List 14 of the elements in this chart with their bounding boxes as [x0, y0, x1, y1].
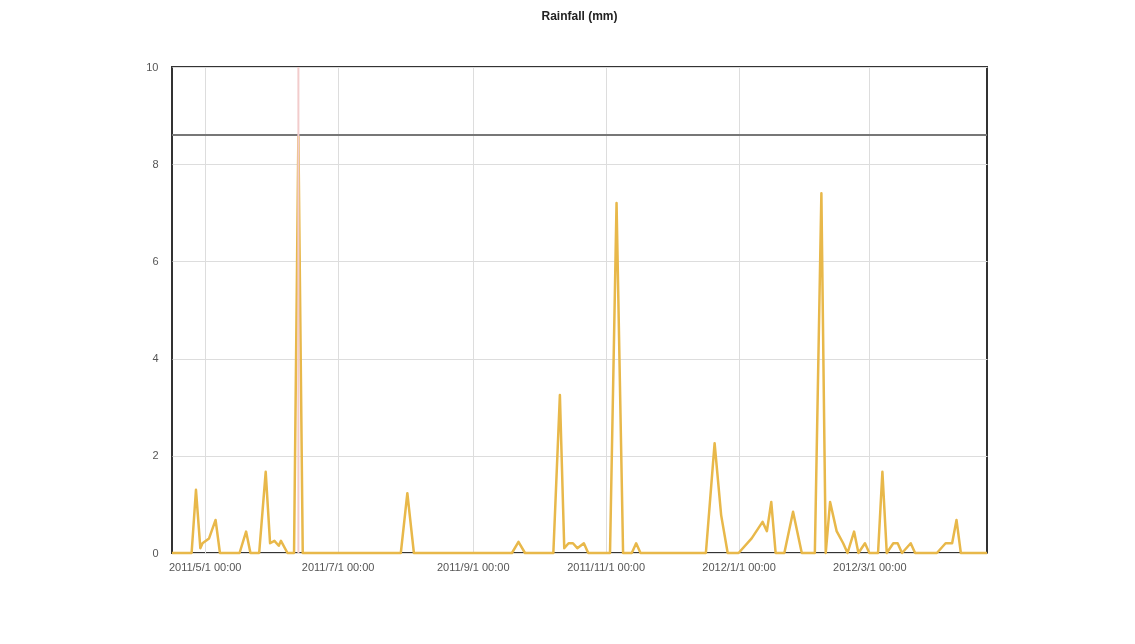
x-tick-label: 2011/5/1 00:00 [168, 560, 242, 573]
y-tick-label: 6 [152, 254, 159, 267]
x-tick-label: 2012/1/1 00:00 [702, 560, 776, 573]
line-series [170, 133, 989, 555]
y-tick-label: 2 [152, 449, 159, 462]
y-tick-label: 4 [152, 352, 159, 365]
y-tick-label: 10 [146, 60, 159, 73]
y-tick-label: 0 [152, 546, 159, 559]
x-tick-label: 2011/7/1 00:00 [301, 560, 375, 573]
x-tick-label: 2011/9/1 00:00 [436, 560, 510, 573]
x-tick-label: 2012/3/1 00:00 [833, 560, 907, 573]
x-tick-label: 2011/11/1 00:00 [567, 560, 646, 573]
chart-title: Rainfall (mm) [541, 9, 618, 23]
y-tick-label: 8 [152, 157, 159, 170]
